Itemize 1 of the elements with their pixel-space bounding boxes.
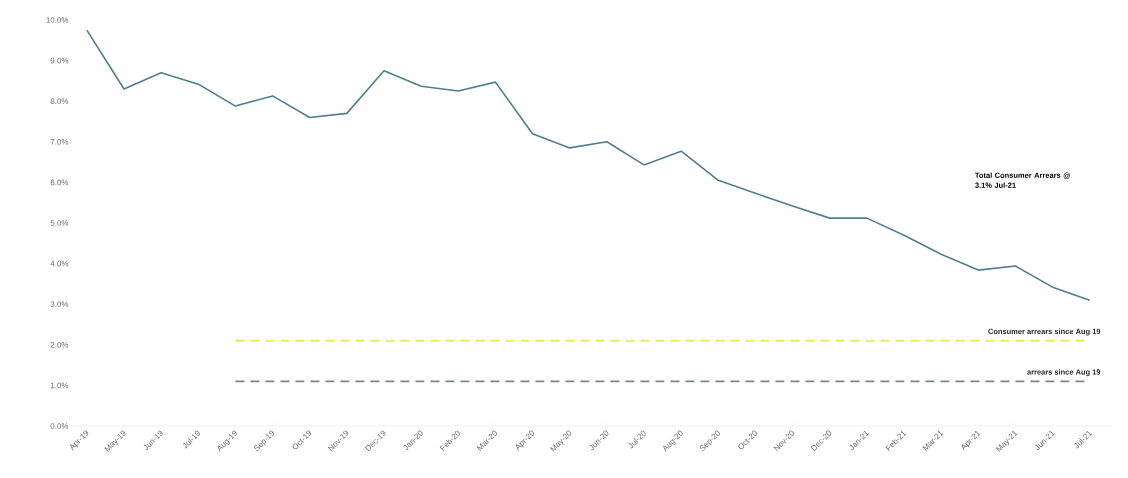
- line-series: [86, 29, 1091, 301]
